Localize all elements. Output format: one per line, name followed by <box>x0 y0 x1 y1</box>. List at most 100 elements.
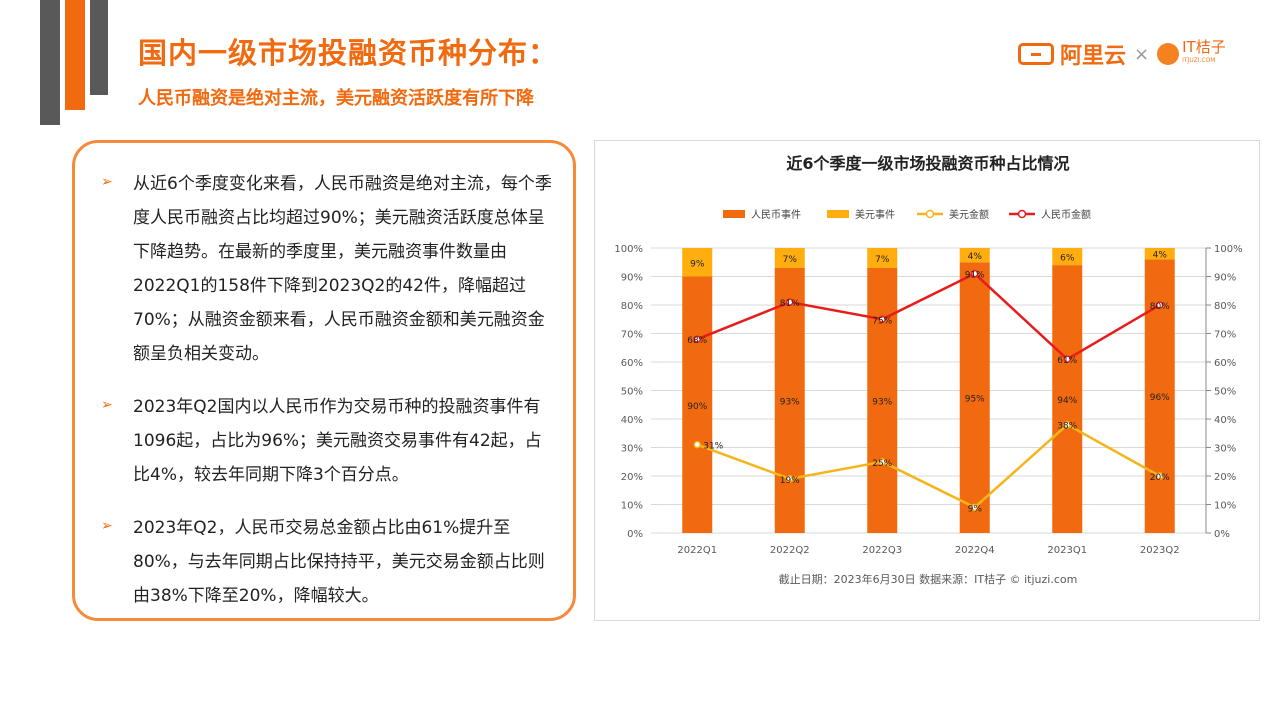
bar-label-rmb: 94% <box>1057 396 1077 406</box>
bar-usd-events <box>774 248 805 268</box>
bar-usd-events <box>959 248 990 263</box>
y-tick-right: 100% <box>1214 244 1243 255</box>
y-tick-left: 0% <box>627 529 643 540</box>
bar-rmb-events <box>682 276 713 533</box>
legend-label: 美元金额 <box>949 208 989 221</box>
line-point <box>693 440 701 449</box>
bar-rmb-events <box>867 267 898 533</box>
line-label: 38% <box>1057 422 1077 432</box>
bar-label-rmb: 95% <box>965 395 985 405</box>
line-label: 68% <box>687 336 707 346</box>
legend-label: 人民币事件 <box>751 208 801 221</box>
line-label: 9% <box>968 504 983 514</box>
bar-rmb-events <box>1052 265 1083 533</box>
y-tick-left: 10% <box>621 501 643 512</box>
times-sign: × <box>1134 43 1150 65</box>
y-tick-right: 20% <box>1214 472 1236 483</box>
legend-marker <box>1017 209 1027 219</box>
legend-swatch <box>723 210 745 218</box>
x-tick-label: 2022Q1 <box>677 545 717 556</box>
y-tick-left: 40% <box>621 415 643 426</box>
y-tick-left: 90% <box>621 273 643 284</box>
y-tick-left: 80% <box>621 301 643 312</box>
itjuzi-logo-text: IT桔子 <box>1182 38 1226 56</box>
bar-rmb-events <box>959 262 990 533</box>
aliyun-logo-text: 阿里云 <box>1060 44 1127 69</box>
x-tick-label: 2022Q4 <box>955 545 995 556</box>
bar-label-usd: 7% <box>783 255 798 265</box>
line-usd-amount <box>696 423 1161 509</box>
logo-group: 阿里云 × IT桔子 ITJUZI.COM <box>1018 38 1226 70</box>
chart-footnote: 截止日期：2023年6月30日 数据来源：IT桔子 © itjuzi.com <box>779 572 1078 586</box>
legend-marker <box>925 209 935 219</box>
arrow-right-icon: ➢ <box>101 174 113 190</box>
line-label: 81% <box>780 299 800 309</box>
y-tick-left: 30% <box>621 444 643 455</box>
bar-usd-events <box>867 248 898 268</box>
page-subtitle: 人民币融资是绝对主流，美元融资活跃度有所下降 <box>138 88 534 109</box>
bullet-item: ➢ 2023年Q2，人民币交易总金额占比由61%提升至80%，与去年同期占比保持持… <box>101 511 553 613</box>
bar-label-rmb: 90% <box>687 402 707 412</box>
line-label: 75% <box>872 316 892 326</box>
aliyun-bracket-icon <box>1018 43 1054 65</box>
decor-bar-dark <box>40 0 60 125</box>
line-label: 25% <box>872 459 892 469</box>
bar-label-usd: 4% <box>968 252 983 262</box>
decor-bar-orange <box>65 0 85 110</box>
itjuzi-logo-url: ITJUZI.COM <box>1182 57 1216 64</box>
page-title: 国内一级市场投融资币种分布： <box>138 36 559 70</box>
y-tick-left: 20% <box>621 472 643 483</box>
bar-label-usd: 6% <box>1060 254 1075 264</box>
line-point <box>971 503 979 512</box>
line-point <box>878 315 886 323</box>
bullet-item: ➢ 从近6个季度变化来看，人民币融资是绝对主流，每个季度人民币融资占比均超过90%… <box>101 167 553 371</box>
y-tick-left: 50% <box>621 387 643 398</box>
line-point <box>1156 472 1164 480</box>
line-point <box>1063 420 1071 429</box>
bar-label-rmb: 93% <box>872 397 892 407</box>
arrow-right-icon: ➢ <box>101 397 113 413</box>
line-point <box>878 458 886 466</box>
bar-rmb-events <box>774 267 805 533</box>
y-tick-right: 40% <box>1214 415 1236 426</box>
line-rmb-amount <box>696 272 1161 361</box>
line-label: 31% <box>703 442 723 452</box>
chart-panel: 近6个季度一级市场投融资币种占比情况人民币事件 美元事件 美元金额 人民币金额 0% 0%… <box>594 140 1260 621</box>
line-point <box>786 298 794 306</box>
line-point <box>786 475 794 483</box>
x-tick-label: 2023Q1 <box>1047 545 1087 556</box>
bar-label-usd: 7% <box>875 255 890 265</box>
bullet-item: ➢ 2023年Q2国内以人民币作为交易币种的投融资事件有1096起，占比为96%；… <box>101 390 553 492</box>
y-tick-right: 70% <box>1214 330 1236 341</box>
x-tick-label: 2023Q2 <box>1140 545 1180 556</box>
legend-swatch <box>827 210 849 218</box>
legend-label: 美元事件 <box>855 208 895 221</box>
chart-title: 近6个季度一级市场投融资币种占比情况 <box>786 154 1069 173</box>
bar-label-usd: 9% <box>690 259 705 269</box>
line-point <box>1063 355 1071 363</box>
line-label: 19% <box>780 476 800 486</box>
legend-label: 人民币金额 <box>1041 208 1091 221</box>
itjuzi-logo: IT桔子 ITJUZI.COM <box>1157 40 1226 68</box>
y-tick-left: 100% <box>614 244 643 255</box>
bullet-text: 从近6个季度变化来看，人民币融资是绝对主流，每个季度人民币融资占比均超过90%；… <box>133 174 552 364</box>
line-point <box>693 335 701 343</box>
x-tick-label: 2022Q2 <box>770 545 810 556</box>
y-tick-right: 30% <box>1214 444 1236 455</box>
line-label: 80% <box>1150 302 1170 312</box>
y-tick-right: 10% <box>1214 501 1236 512</box>
line-point <box>1156 301 1164 309</box>
orange-slice-icon <box>1157 43 1180 65</box>
y-tick-right: 60% <box>1214 358 1236 369</box>
x-tick-label: 2022Q3 <box>862 545 902 556</box>
bar-usd-events <box>682 248 713 277</box>
line-label: 61% <box>1057 356 1077 366</box>
decor-bar-gray <box>90 0 108 95</box>
y-tick-left: 60% <box>621 358 643 369</box>
y-tick-right: 80% <box>1214 301 1236 312</box>
summary-panel: ➢ 从近6个季度变化来看，人民币融资是绝对主流，每个季度人民币融资占比均超过90%… <box>72 140 576 621</box>
bar-label-usd: 4% <box>1153 251 1168 261</box>
bullet-text: 2023年Q2，人民币交易总金额占比由61%提升至80%，与去年同期占比保持持平… <box>133 518 545 606</box>
y-tick-right: 0% <box>1214 529 1230 540</box>
